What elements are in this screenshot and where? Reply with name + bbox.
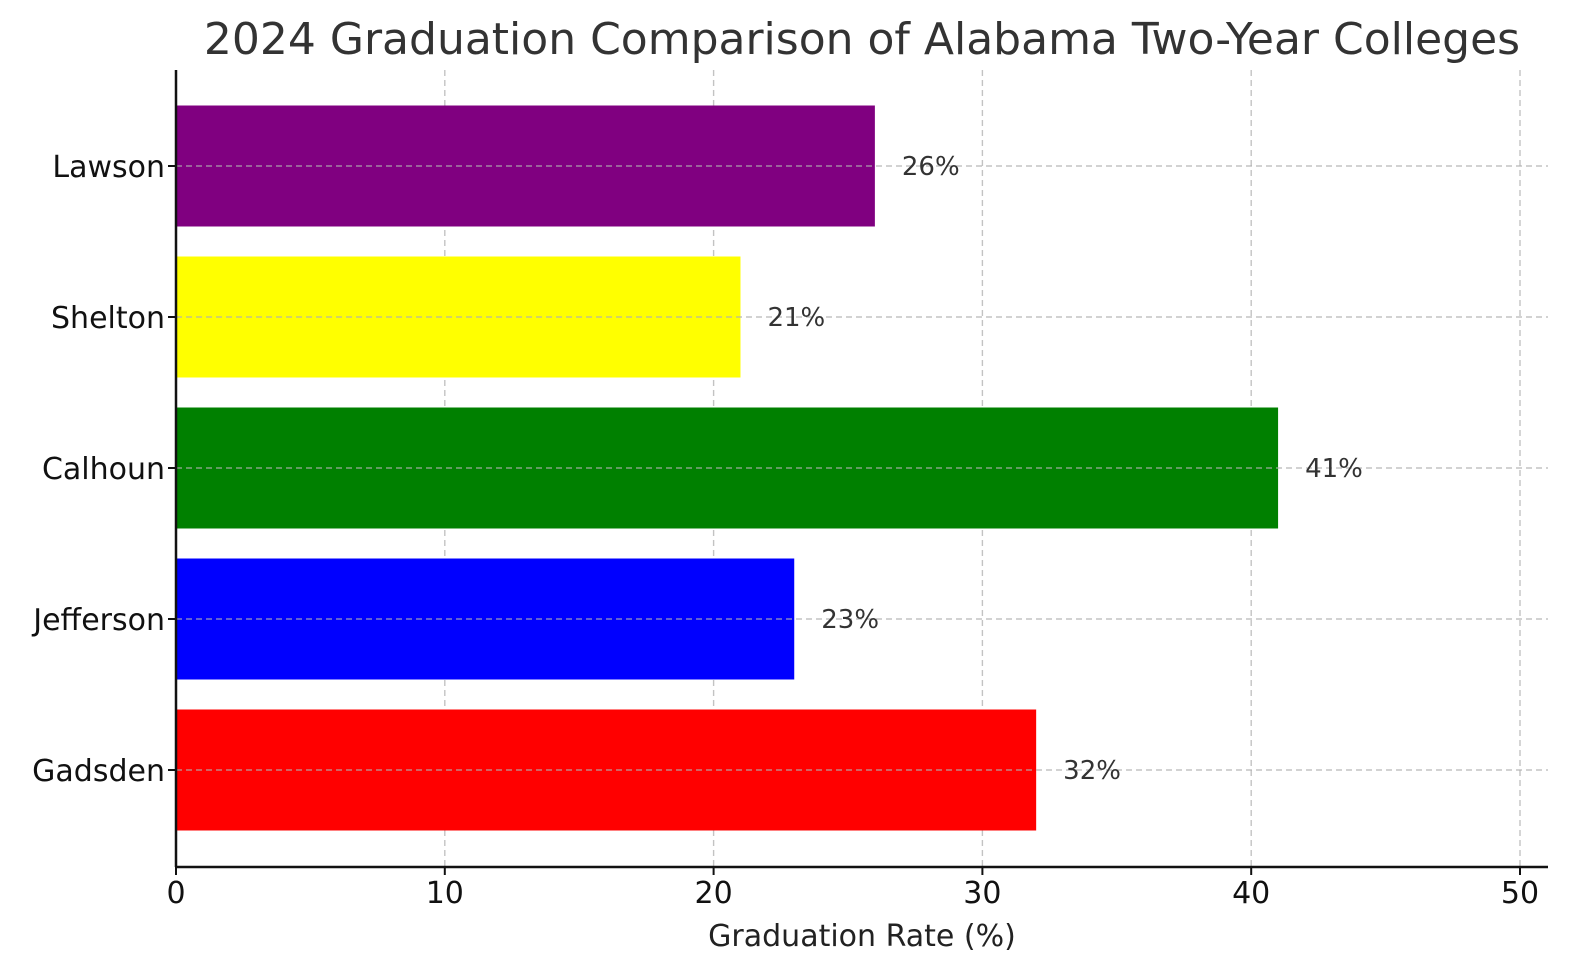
horizontal-grid-layer xyxy=(176,165,1548,771)
chart-title: 2024 Graduation Comparison of Alabama Tw… xyxy=(204,14,1520,65)
x-axis-label: Graduation Rate (%) xyxy=(708,919,1016,954)
x-tick-label: 30 xyxy=(963,876,1001,911)
labels-layer: 0 10 20 30 40 50 Gadsden 32% Jefferson 23% Calhoun… xyxy=(31,150,1539,911)
x-tick-label: 40 xyxy=(1232,876,1270,911)
x-tick-label: 10 xyxy=(426,876,464,911)
y-tick-label-calhoun: Calhoun xyxy=(42,452,165,487)
y-tick-label-jefferson: Jefferson xyxy=(31,603,165,638)
x-tick-label: 20 xyxy=(695,876,733,911)
x-tick-label: 50 xyxy=(1501,876,1539,911)
y-tick-label-gadsden: Gadsden xyxy=(32,754,165,789)
x-tick-label: 0 xyxy=(166,876,185,911)
y-tick-label-shelton: Shelton xyxy=(51,301,165,336)
data-label-jefferson: 23% xyxy=(821,605,879,635)
y-tick-label-lawson: Lawson xyxy=(52,150,165,185)
data-label-lawson: 26% xyxy=(902,152,960,182)
data-label-shelton: 21% xyxy=(767,303,825,333)
data-label-calhoun: 41% xyxy=(1305,454,1363,484)
axes-layer xyxy=(168,70,1548,875)
data-label-gadsden: 32% xyxy=(1063,756,1121,786)
